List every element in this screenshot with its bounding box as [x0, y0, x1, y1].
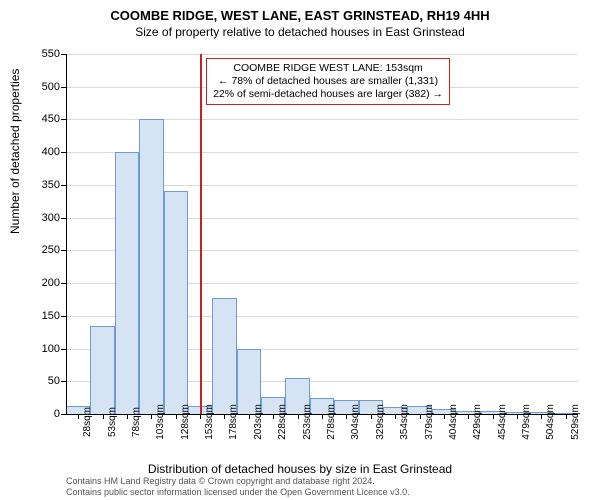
x-tick-label: 78sqm	[131, 407, 142, 437]
histogram-bar	[164, 191, 188, 414]
y-axis-line	[66, 54, 67, 414]
callout-box: COOMBE RIDGE WEST LANE: 153sqm← 78% of d…	[206, 58, 450, 105]
callout-line: COOMBE RIDGE WEST LANE: 153sqm	[213, 62, 443, 75]
y-tick-label: 450	[30, 113, 60, 125]
y-tick-label: 500	[30, 81, 60, 93]
footer-line-1: Contains HM Land Registry data © Crown c…	[66, 476, 410, 487]
x-axis-label: Distribution of detached houses by size …	[0, 462, 600, 476]
chart-title-main: COOMBE RIDGE, WEST LANE, EAST GRINSTEAD,…	[0, 0, 600, 23]
marker-line	[200, 54, 202, 414]
plot-region: COOMBE RIDGE WEST LANE: 153sqm← 78% of d…	[66, 54, 578, 414]
x-tick-label: 178sqm	[228, 404, 239, 440]
x-tick-label: 354sqm	[399, 404, 410, 440]
x-tick-label: 153sqm	[204, 404, 215, 440]
y-tick-label: 350	[30, 179, 60, 191]
x-tick-label: 379sqm	[424, 404, 435, 440]
x-tick-label: 228sqm	[277, 404, 288, 440]
chart-area: COOMBE RIDGE WEST LANE: 153sqm← 78% of d…	[66, 54, 578, 414]
histogram-bar	[115, 152, 139, 414]
histogram-bar	[90, 326, 114, 414]
footer-line-2: Contains public sector information licen…	[66, 487, 410, 498]
y-tick-label: 50	[30, 375, 60, 387]
x-tick-label: 404sqm	[448, 404, 459, 440]
x-tick-label: 103sqm	[155, 404, 166, 440]
x-tick-label: 28sqm	[82, 407, 93, 437]
footer-attribution: Contains HM Land Registry data © Crown c…	[66, 476, 410, 498]
histogram-bar	[212, 298, 236, 415]
y-tick-label: 0	[30, 408, 60, 420]
chart-title-sub: Size of property relative to detached ho…	[0, 23, 600, 39]
callout-line: 22% of semi-detached houses are larger (…	[213, 88, 443, 101]
y-tick-label: 250	[30, 244, 60, 256]
x-tick-label: 504sqm	[545, 404, 556, 440]
x-tick-label: 253sqm	[302, 404, 313, 440]
y-tick-label: 150	[30, 310, 60, 322]
y-tick-label: 400	[30, 146, 60, 158]
y-tick-label: 300	[30, 212, 60, 224]
x-tick-label: 329sqm	[375, 404, 386, 440]
callout-line: ← 78% of detached houses are smaller (1,…	[213, 75, 443, 88]
grid-line	[66, 54, 578, 55]
y-tick-label: 550	[30, 48, 60, 60]
y-axis-label: Number of detached properties	[8, 69, 22, 234]
x-tick-label: 128sqm	[180, 404, 191, 440]
y-tick-label: 100	[30, 343, 60, 355]
x-tick-label: 278sqm	[326, 404, 337, 440]
x-tick-label: 429sqm	[472, 404, 483, 440]
x-tick-label: 53sqm	[107, 407, 118, 437]
y-tick-label: 200	[30, 277, 60, 289]
x-tick-label: 304sqm	[350, 404, 361, 440]
x-tick-label: 479sqm	[521, 404, 532, 440]
x-tick-label: 529sqm	[570, 404, 581, 440]
histogram-bar	[139, 119, 163, 414]
x-tick-label: 203sqm	[253, 404, 264, 440]
x-tick-label: 454sqm	[497, 404, 508, 440]
